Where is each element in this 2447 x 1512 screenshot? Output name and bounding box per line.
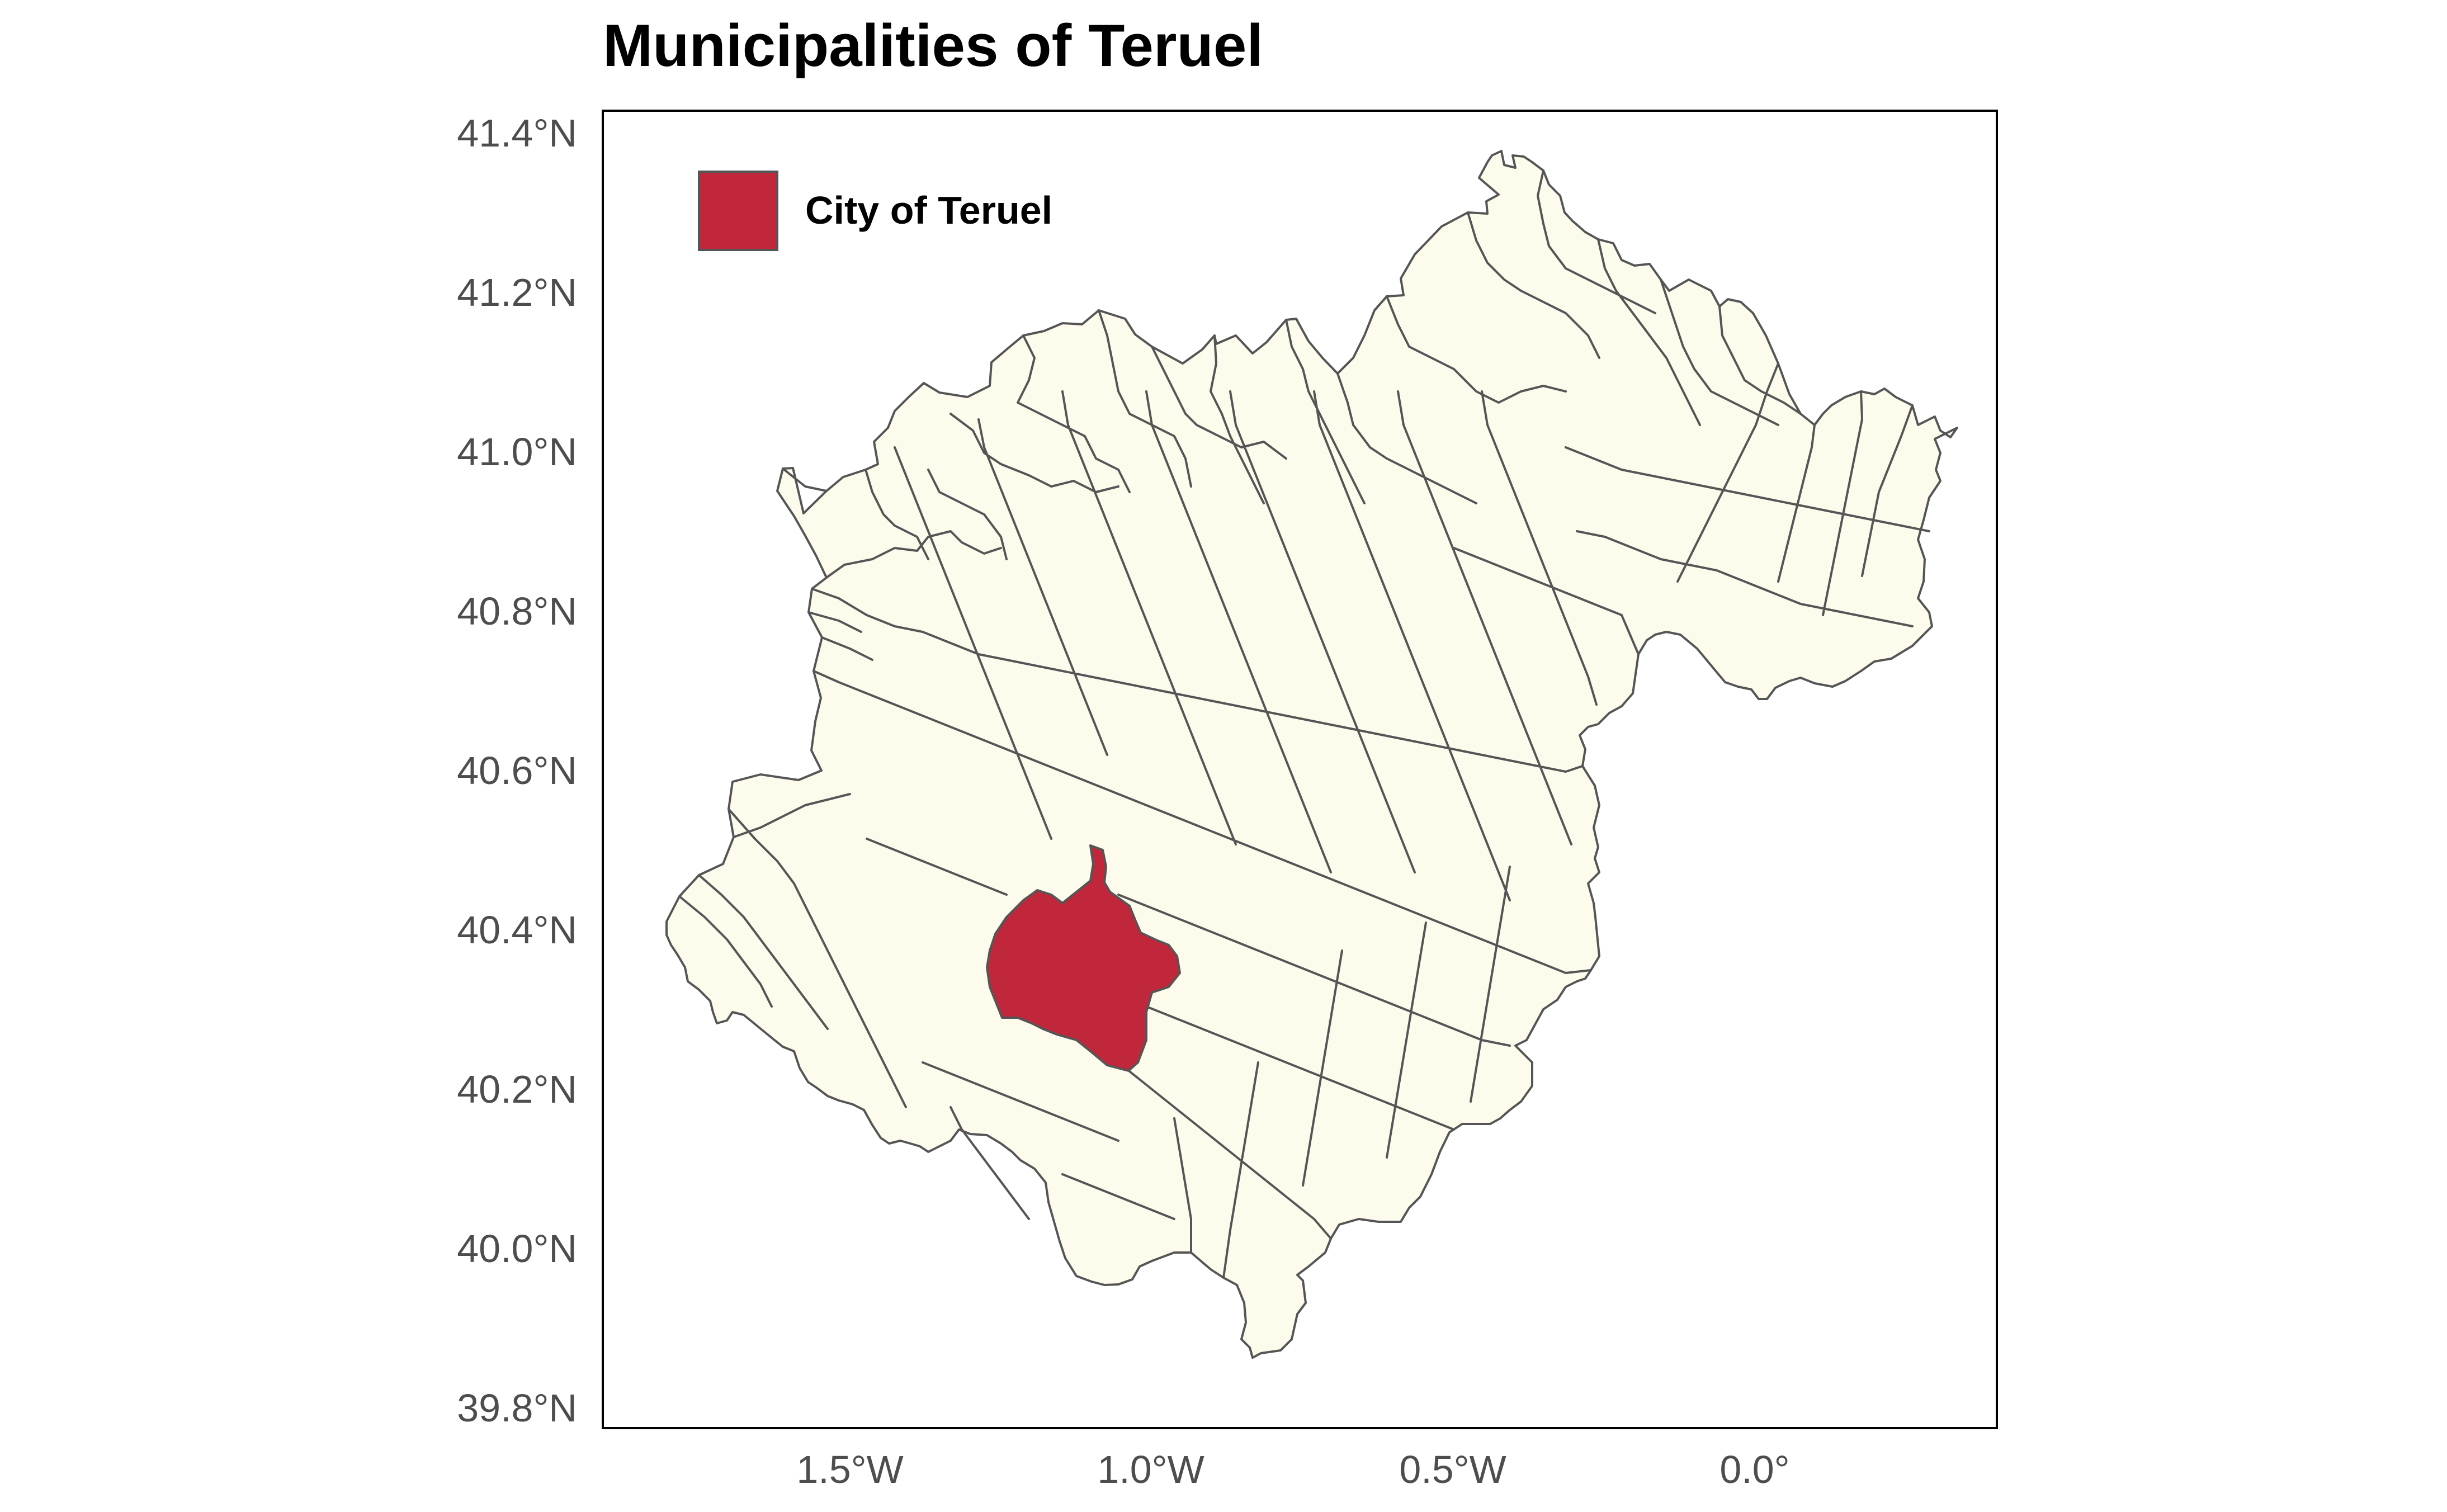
y-axis: 41.4°N 41.2°N 41.0°N 40.8°N 40.6°N 40.4°… <box>457 111 577 1430</box>
y-tick-label: 40.2°N <box>457 1067 577 1111</box>
y-tick-label: 41.2°N <box>457 271 577 314</box>
province-outline <box>665 150 1958 1359</box>
municipal-borders <box>678 169 1930 1279</box>
map-panel: City of Teruel <box>602 110 1998 1429</box>
legend-swatch-city-of-teruel <box>698 171 778 251</box>
y-tick-label: 40.4°N <box>457 908 577 952</box>
x-tick-label: 0.0° <box>1719 1448 1789 1491</box>
x-tick-label: 1.5°W <box>796 1448 903 1491</box>
x-axis: 1.5°W 1.0°W 0.5°W 0.0° <box>796 1448 1789 1491</box>
legend: City of Teruel <box>698 171 1052 251</box>
y-tick-label: 41.0°N <box>457 430 577 474</box>
x-tick-label: 1.0°W <box>1097 1448 1204 1491</box>
x-tick-label: 0.5°W <box>1399 1448 1506 1491</box>
city-of-teruel-area <box>986 844 1181 1072</box>
y-tick-label: 40.8°N <box>457 589 577 633</box>
province-map <box>665 150 1958 1359</box>
y-tick-label: 40.6°N <box>457 749 577 792</box>
y-tick-label: 41.4°N <box>457 111 577 155</box>
legend-label-city-of-teruel: City of Teruel <box>805 188 1052 232</box>
map-title: Municipalities of Teruel <box>603 12 1263 79</box>
y-tick-label: 40.0°N <box>457 1227 577 1270</box>
y-tick-label: 39.8°N <box>457 1386 577 1430</box>
